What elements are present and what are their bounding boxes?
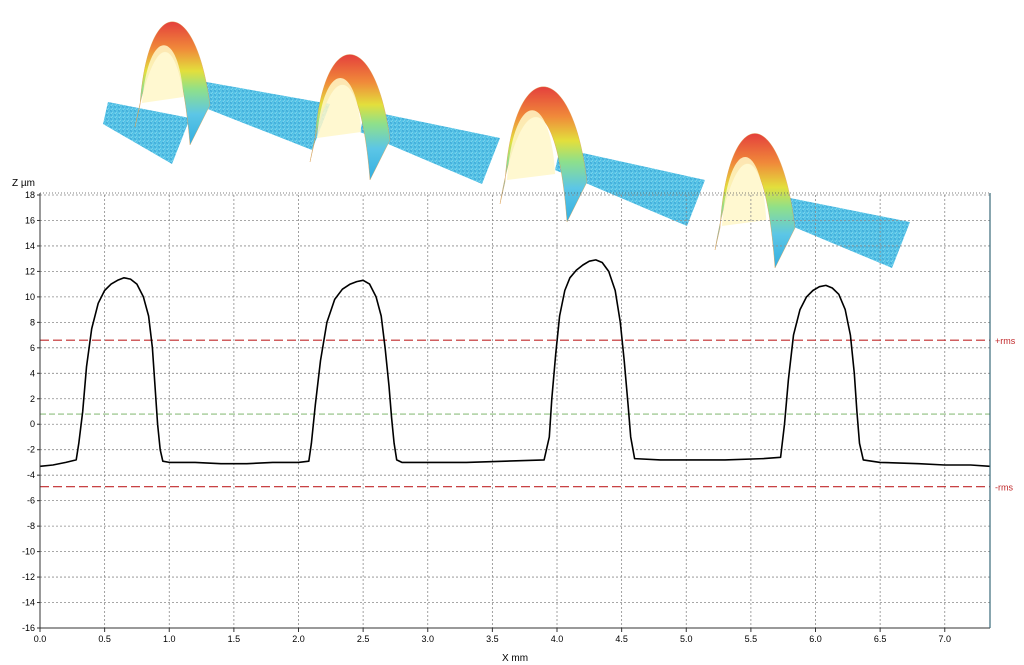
minus-rms-label: -rms	[995, 483, 1013, 493]
reference-lines: +rms -rms	[40, 336, 1016, 493]
y-tick-labels: -16 -14 -12 -10 -8 -6 -4 -2 0 2 4 6 8 10 12 14 16 18	[22, 190, 35, 633]
surface-peak-highlight	[142, 45, 184, 103]
y-tick-label: 14	[25, 241, 35, 251]
surface-peak-highlight	[507, 110, 556, 180]
x-tick-label: 4.5	[615, 634, 628, 644]
y-tick-label: 16	[25, 215, 35, 225]
surface-band	[190, 80, 330, 150]
y-tick-label: -12	[22, 572, 35, 582]
y-tick-label: 18	[25, 190, 35, 200]
series-group	[39, 259, 991, 468]
y-tick-label: -10	[22, 547, 35, 557]
surface-3d-render	[103, 21, 910, 269]
plus-rms-label: +rms	[995, 336, 1016, 346]
x-tick-label: 1.0	[163, 634, 176, 644]
plot-area: +rms -rms 0.0 0.5 1.0 1.5 2.0 2.5 3.0 3.5 4.0 4.5 5…	[22, 190, 1016, 644]
profile-line	[39, 259, 991, 468]
surface-peak-highlight	[317, 77, 362, 138]
x-tick-label: 2.0	[292, 634, 305, 644]
x-tick-label: 5.0	[680, 634, 693, 644]
surface-peak-highlight	[722, 156, 767, 226]
x-tick-label: 3.5	[486, 634, 499, 644]
x-tick-label: 6.5	[874, 634, 887, 644]
y-tick-label: -2	[27, 445, 35, 455]
x-tick-label: 6.0	[809, 634, 822, 644]
y-tick-label: 12	[25, 266, 35, 276]
x-tick-label: 1.5	[228, 634, 241, 644]
grid-lines	[40, 194, 990, 629]
y-tick-label: -6	[27, 496, 35, 506]
y-tick-label: -16	[22, 623, 35, 633]
x-tick-label: 7.0	[939, 634, 952, 644]
x-tick-label: 0.5	[98, 634, 111, 644]
y-tick-label: -4	[27, 470, 35, 480]
x-axis-label: X mm	[502, 653, 528, 664]
plot-frame	[37, 192, 991, 632]
y-tick-label: -14	[22, 598, 35, 608]
surface-band	[103, 102, 190, 164]
surface-band	[770, 195, 910, 268]
y-tick-label: 4	[30, 368, 35, 378]
y-tick-label: 8	[30, 317, 35, 327]
y-tick-label: 10	[25, 292, 35, 302]
y-tick-label: 2	[30, 394, 35, 404]
y-tick-label: -8	[27, 521, 35, 531]
x-tick-label: 5.5	[745, 634, 758, 644]
y-axis-label: Z µm	[12, 178, 35, 189]
y-tick-label: 6	[30, 343, 35, 353]
x-tick-labels: 0.0 0.5 1.0 1.5 2.0 2.5 3.0 3.5 4.0 4.5 5.0 5.5 6.0 6…	[34, 634, 951, 644]
surface-band	[555, 148, 705, 226]
surface-band	[360, 110, 500, 184]
x-tick-label: 3.0	[421, 634, 434, 644]
x-tick-label: 4.0	[551, 634, 564, 644]
x-tick-label: 0.0	[34, 634, 47, 644]
y-tick-label: 0	[30, 419, 35, 429]
x-tick-label: 2.5	[357, 634, 370, 644]
